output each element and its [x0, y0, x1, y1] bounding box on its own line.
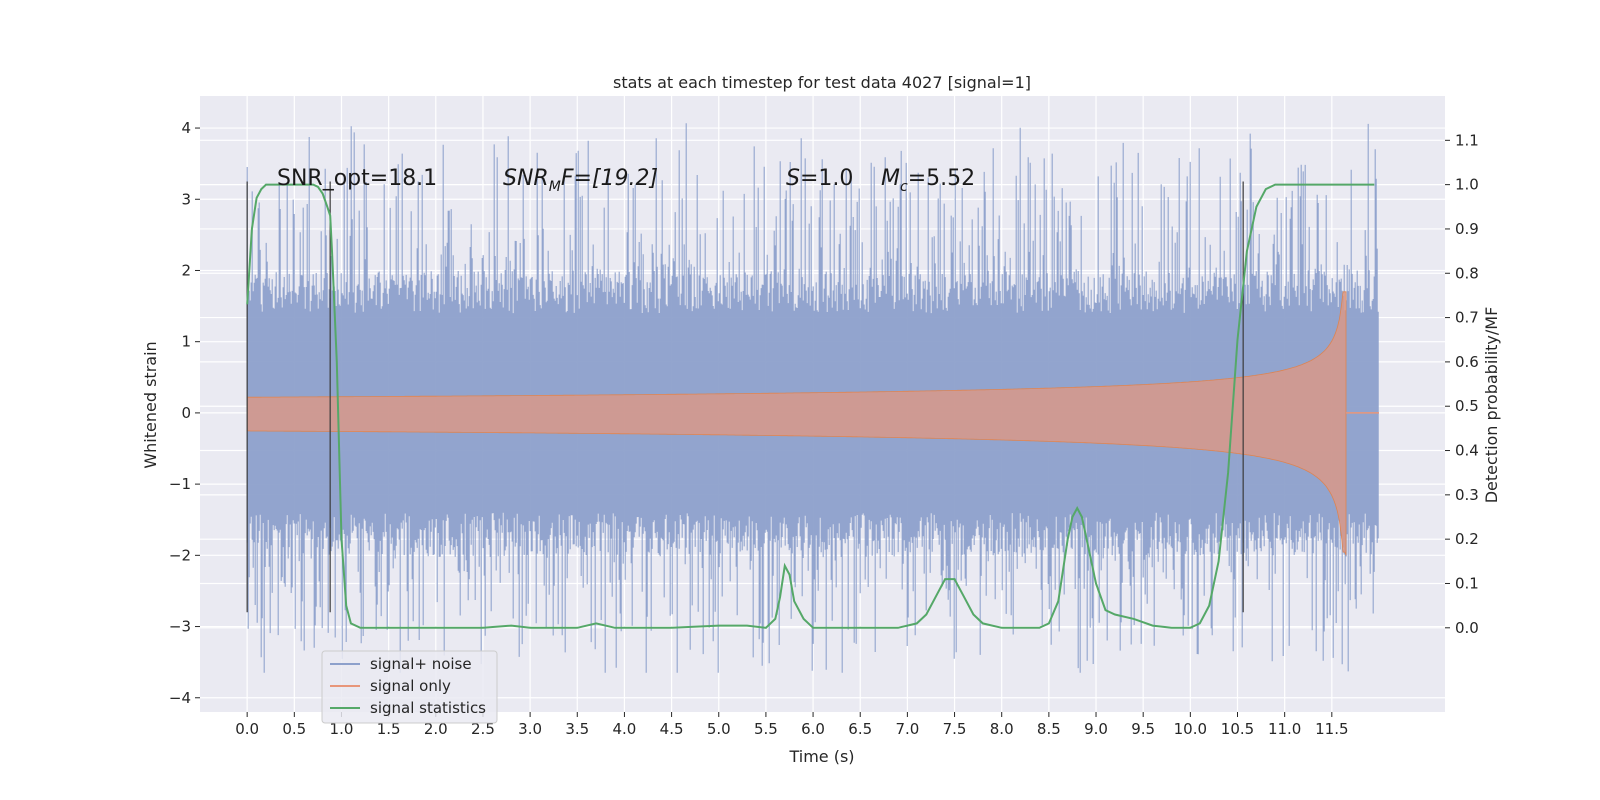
x-tick-label: 2.5: [471, 720, 495, 738]
x-tick-label: 4.5: [660, 720, 684, 738]
x-tick-label: 11.5: [1315, 720, 1348, 738]
y-axis-label-right: Detection probability/MF: [1482, 307, 1501, 504]
y-left-tick-label: 1: [181, 333, 191, 351]
y-left-tick-label: −2: [169, 546, 191, 564]
y-left-tick-label: 3: [181, 190, 191, 208]
x-tick-label: 9.0: [1084, 720, 1108, 738]
window-markers: [246, 181, 1379, 613]
snr-mf-symbol: SNR: [503, 166, 549, 191]
x-tick-label: 5.5: [754, 720, 778, 738]
x-axis-label: Time (s): [788, 747, 854, 766]
x-tick-label: 0.0: [235, 720, 259, 738]
y-left-tick-label: −4: [169, 689, 191, 707]
y-right-tick-label: 0.7: [1455, 309, 1479, 327]
signal-statistics-line: [246, 183, 1375, 629]
legend-label-signal-noise: signal+ noise: [370, 655, 472, 673]
mc-symbol: M: [881, 166, 900, 191]
annotation-snr-mf: SNRMF=[19.2]: [503, 166, 658, 195]
ticks: 0.0 0.5 1.0 1.5 2.0 2.5 3.0 3.5 4.0 4.5 5.0 5.5 6.0 6…: [169, 119, 1479, 738]
y-left-tick-label: −3: [169, 618, 191, 636]
annotation-mc: Mc=5.52: [881, 166, 975, 195]
x-tick-label: 6.5: [848, 720, 872, 738]
y-right-tick-label: 0.0: [1455, 619, 1479, 637]
y-right-tick-label: 0.2: [1455, 530, 1479, 548]
x-tick-label: 4.0: [613, 720, 637, 738]
legend-label-signal-statistics: signal statistics: [370, 699, 486, 717]
x-tick-label: 10.5: [1221, 720, 1254, 738]
signal-only-trace: [246, 291, 1347, 556]
legend: signal+ noise signal only signal statist…: [321, 650, 498, 724]
y-left-tick-label: 2: [181, 261, 191, 279]
y-right-tick-label: 0.5: [1455, 397, 1479, 415]
x-tick-label: 2.0: [424, 720, 448, 738]
x-tick-label: 8.0: [990, 720, 1014, 738]
y-axis-label-left: Whitened strain: [141, 341, 160, 468]
s-symbol: S: [786, 166, 800, 191]
x-tick-label: 1.0: [330, 720, 354, 738]
legend-box: [321, 650, 498, 724]
y-right-tick-label: 1.1: [1455, 131, 1479, 149]
snr-mf-subscript: M: [549, 179, 561, 195]
chart-title: stats at each timestep for test data 402…: [613, 73, 1031, 92]
annotation-snr-opt: SNR_opt=18.1: [277, 166, 437, 191]
x-tick-label: 9.5: [1131, 720, 1155, 738]
x-tick-label: 8.5: [1037, 720, 1061, 738]
y-right-tick-label: 0.3: [1455, 486, 1479, 504]
x-tick-label: 7.0: [895, 720, 919, 738]
y-right-tick-label: 0.9: [1455, 220, 1479, 238]
y-right-tick-label: 0.8: [1455, 264, 1479, 282]
x-tick-label: 0.5: [282, 720, 306, 738]
y-right-tick-label: 0.1: [1455, 574, 1479, 592]
mc-subscript: c: [900, 179, 908, 195]
x-tick-label: 11.0: [1268, 720, 1301, 738]
y-left-tick-label: −1: [169, 475, 191, 493]
s-value: =1.0: [800, 166, 853, 191]
y-right-tick-label: 0.6: [1455, 353, 1479, 371]
snr-mf-f: F=[19.2]: [561, 166, 658, 191]
y-left-tick-label: 0: [181, 404, 191, 422]
x-tick-label: 6.0: [801, 720, 825, 738]
y-left-tick-label: 4: [181, 119, 191, 137]
x-tick-label: 1.5: [377, 720, 401, 738]
legend-label-signal-only: signal only: [370, 677, 451, 695]
x-tick-label: 3.5: [565, 720, 589, 738]
x-tick-label: 5.0: [707, 720, 731, 738]
x-tick-label: 10.0: [1174, 720, 1207, 738]
y-right-tick-label: 0.4: [1455, 442, 1479, 460]
annotation-s: S=1.0: [786, 166, 853, 191]
x-tick-label: 7.5: [943, 720, 967, 738]
y-right-tick-label: 1.0: [1455, 176, 1479, 194]
x-tick-label: 3.0: [518, 720, 542, 738]
mc-value: =5.52: [908, 166, 975, 191]
